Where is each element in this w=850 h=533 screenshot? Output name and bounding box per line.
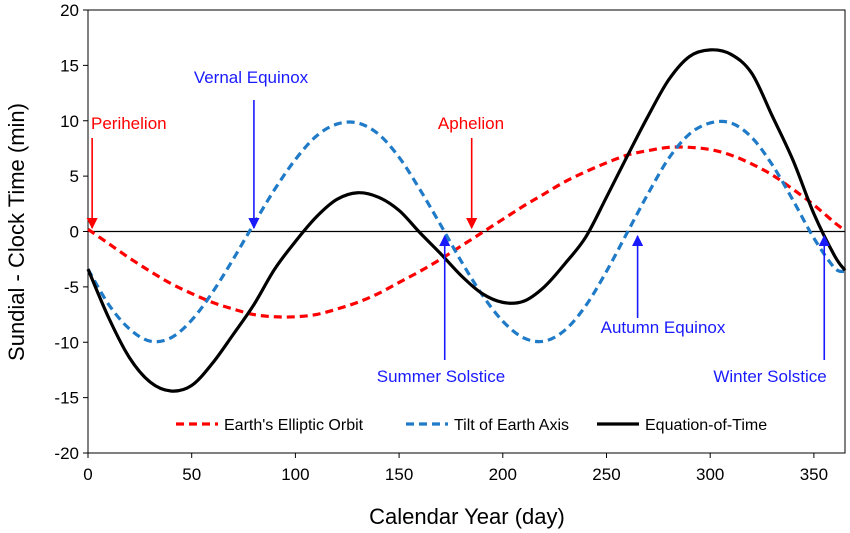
summer-solstice-annotation: Summer Solstice: [377, 234, 505, 386]
series-lines: [86, 48, 847, 393]
x-tick-label: 200: [489, 465, 517, 484]
equation-of-time-line: [86, 48, 847, 393]
legend-label: Equation-of-Time: [645, 417, 767, 434]
y-tick-label: -20: [54, 444, 79, 463]
legend: Earth's Elliptic Orbit Tilt of Earth Axis…: [176, 417, 767, 434]
y-tick-label: 0: [70, 223, 79, 242]
perihelion-annotation: Perihelion: [86, 114, 167, 230]
annotation-label: Autumn Equinox: [601, 318, 726, 337]
axis-tilt-line: [86, 119, 846, 344]
winter-solstice-annotation: Winter Solstice: [713, 234, 830, 386]
annotation-label: Perihelion: [91, 114, 167, 133]
x-tick-label: 250: [592, 465, 620, 484]
x-axis-title: Calendar Year (day): [369, 504, 565, 529]
y-tick-label: -10: [54, 333, 79, 352]
y-tick-label: 15: [60, 56, 79, 75]
legend-label: Tilt of Earth Axis: [454, 417, 569, 434]
legend-item-axis-tilt: Tilt of Earth Axis: [406, 417, 569, 434]
legend-item-elliptic-orbit: Earth's Elliptic Orbit: [176, 417, 364, 434]
elliptic-orbit-line: [87, 145, 846, 319]
x-tick-label: 350: [800, 465, 828, 484]
annotation-label: Aphelion: [438, 114, 504, 133]
annotation-label: Summer Solstice: [377, 367, 505, 386]
annotations: Perihelion Vernal Equinox Aphelion Summer S…: [86, 68, 830, 386]
legend-label: Earth's Elliptic Orbit: [224, 417, 364, 434]
annotation-label: Winter Solstice: [713, 367, 826, 386]
y-tick-label: 5: [70, 167, 79, 186]
x-tick-label: 300: [696, 465, 724, 484]
x-tick-label: 0: [83, 465, 92, 484]
axis-ticks: 0 50 100 150 200 250 300 350 -20 -15 -10 -5 0 5 10 15 20: [54, 1, 828, 484]
y-tick-label: 20: [60, 1, 79, 20]
y-tick-label: 10: [60, 112, 79, 131]
y-tick-label: -5: [64, 278, 79, 297]
vernal-equinox-annotation: Vernal Equinox: [194, 68, 309, 230]
x-tick-label: 100: [281, 465, 309, 484]
x-tick-label: 50: [182, 465, 201, 484]
y-axis-title: Sundial - Clock Time (min): [4, 103, 29, 361]
annotation-label: Vernal Equinox: [194, 68, 309, 87]
aphelion-annotation: Aphelion: [438, 114, 504, 230]
x-tick-label: 150: [385, 465, 413, 484]
autumn-equinox-annotation: Autumn Equinox: [601, 234, 726, 337]
y-tick-label: -15: [54, 389, 79, 408]
legend-item-equation-of-time: Equation-of-Time: [597, 417, 767, 434]
